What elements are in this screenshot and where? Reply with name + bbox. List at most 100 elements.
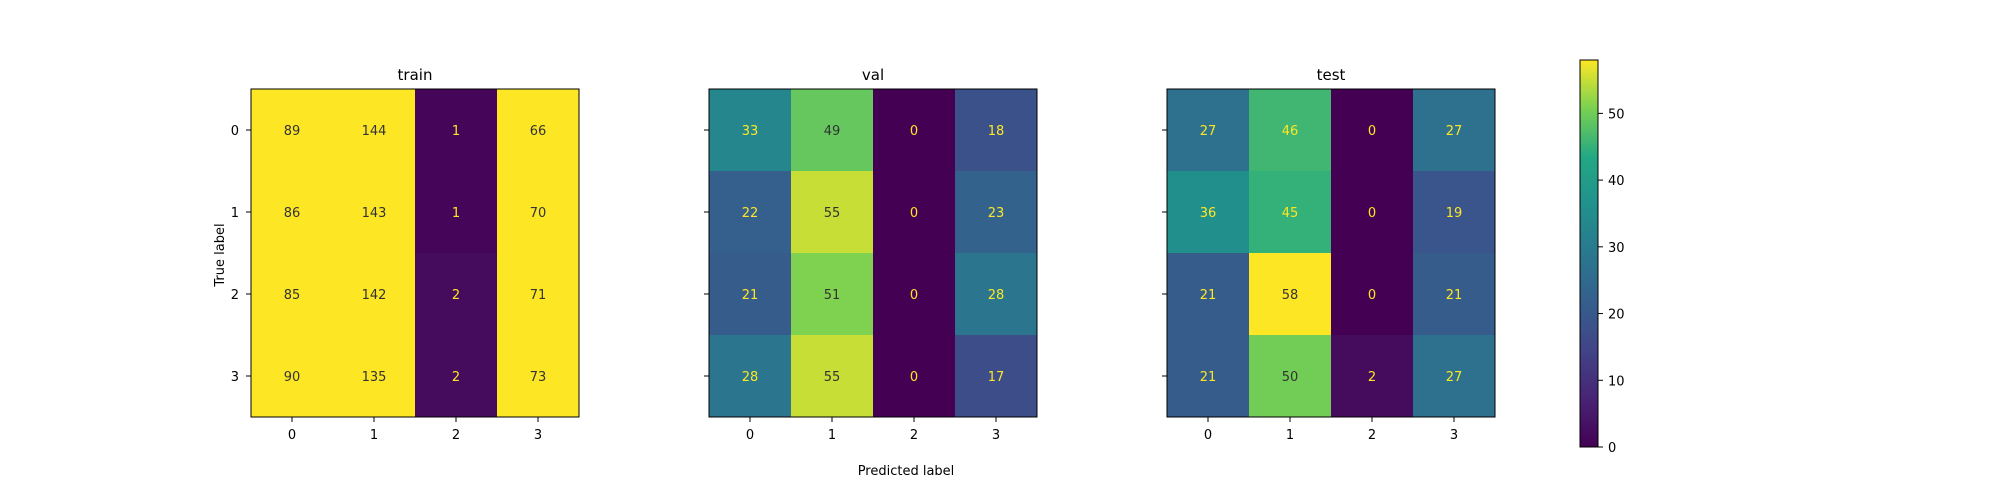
matrix-cell: [873, 335, 955, 417]
cell-value-label: 144: [362, 124, 387, 139]
cell-value-label: 142: [362, 288, 387, 303]
cell-value-label: 2: [452, 370, 460, 385]
matrix-cell: [1413, 335, 1495, 417]
matrix-cell: [955, 335, 1037, 417]
cell-value-label: 2: [452, 288, 460, 303]
cell-value-label: 73: [530, 370, 547, 385]
matrix-cell: [251, 171, 333, 253]
matrix-cell: [873, 89, 955, 171]
panel-title-test: test: [1317, 66, 1346, 84]
matrix-cell: [497, 171, 579, 253]
matrix-cell: [1167, 89, 1249, 171]
x-tick-label: 0: [1204, 428, 1212, 443]
matrix-cell: [709, 253, 791, 335]
cell-value-label: 0: [910, 206, 918, 221]
cell-value-label: 70: [530, 206, 547, 221]
x-tick-label: 2: [452, 428, 460, 443]
matrix-cell: [709, 335, 791, 417]
matrix-cell: [791, 253, 873, 335]
confusion-matrix-train: train 89 144 1 66 86 143 1 70 85 142 2 71 90 135 2 73 0 1 2…: [231, 66, 580, 443]
matrix-cell: [333, 171, 415, 253]
y-axis-label: True label: [213, 223, 228, 287]
panel-frame: [1166, 88, 1496, 418]
matrix-cell: [955, 253, 1037, 335]
matrix-cell: [1249, 335, 1331, 417]
matrix-cell: [1331, 335, 1413, 417]
matrix-cell: [333, 335, 415, 417]
matrix-cell: [415, 253, 497, 335]
x-tick-label: 1: [1286, 428, 1294, 443]
cell-value-label: 0: [910, 124, 918, 139]
cell-value-label: 36: [1200, 206, 1217, 221]
panel-title-val: val: [862, 66, 884, 84]
matrix-cell: [873, 253, 955, 335]
cell-value-label: 90: [284, 370, 301, 385]
y-tick-label: 3: [231, 370, 239, 385]
cell-value-label: 71: [530, 288, 547, 303]
cell-value-label: 23: [988, 206, 1005, 221]
cell-value-label: 27: [1200, 124, 1217, 139]
matrix-cell: [1249, 89, 1331, 171]
matrix-cell: [709, 89, 791, 171]
cell-value-label: 1: [452, 206, 460, 221]
colorbar-tick-label: 30: [1608, 241, 1625, 256]
x-tick-label: 2: [1368, 428, 1376, 443]
cell-value-label: 21: [1200, 370, 1217, 385]
cell-value-label: 28: [988, 288, 1005, 303]
colorbar-tick-label: 40: [1608, 174, 1625, 189]
matrix-cell: [251, 253, 333, 335]
x-tick-label: 0: [746, 428, 754, 443]
cell-value-label: 21: [1446, 288, 1463, 303]
matrix-cell: [791, 171, 873, 253]
matrix-cell: [1413, 253, 1495, 335]
x-tick-label: 3: [534, 428, 542, 443]
matrix-cell: [1413, 171, 1495, 253]
matrix-cell: [1249, 253, 1331, 335]
cell-value-label: 89: [284, 124, 301, 139]
cell-value-label: 0: [1368, 288, 1376, 303]
matrix-cell: [497, 335, 579, 417]
cell-value-label: 58: [1282, 288, 1299, 303]
matrix-cell: [497, 89, 579, 171]
matrix-cell: [1167, 253, 1249, 335]
cell-value-label: 85: [284, 288, 301, 303]
y-tick-label: 0: [231, 124, 239, 139]
matrix-cell: [251, 89, 333, 171]
colorbar: 0 10 20 30 40 50: [1579, 59, 1625, 456]
matrix-cell: [873, 171, 955, 253]
matrix-cell: [333, 89, 415, 171]
matrix-cell: [791, 89, 873, 171]
cell-value-label: 33: [742, 124, 759, 139]
x-tick-label: 3: [1450, 428, 1458, 443]
matrix-cell: [1167, 171, 1249, 253]
confusion-matrix-test: test 27 46 0 27 36 45 0 19 21 58 0 21 21 50 2 27 0 1 2 3: [1162, 66, 1496, 443]
cell-value-label: 135: [362, 370, 387, 385]
x-tick-label: 1: [828, 428, 836, 443]
x-axis-label: Predicted label: [858, 464, 955, 479]
x-tick-label: 1: [370, 428, 378, 443]
cell-value-label: 45: [1282, 206, 1299, 221]
cell-value-label: 21: [1200, 288, 1217, 303]
cell-value-label: 0: [1368, 124, 1376, 139]
cell-value-label: 50: [1282, 370, 1299, 385]
colorbar-tick-label: 0: [1608, 441, 1616, 456]
cell-value-label: 49: [824, 124, 841, 139]
y-tick-label: 2: [231, 288, 239, 303]
panel-frame: [250, 88, 580, 418]
cell-value-label: 27: [1446, 124, 1463, 139]
x-tick-label: 2: [910, 428, 918, 443]
cell-value-label: 51: [824, 288, 841, 303]
cell-value-label: 86: [284, 206, 301, 221]
matrix-cell: [251, 335, 333, 417]
x-tick-label: 3: [992, 428, 1000, 443]
matrix-cell: [415, 335, 497, 417]
matrix-cell: [1167, 335, 1249, 417]
cell-value-label: 0: [910, 288, 918, 303]
matrix-cell: [709, 171, 791, 253]
matrix-cell: [333, 253, 415, 335]
panel-frame: [708, 88, 1038, 418]
cell-value-label: 17: [988, 370, 1005, 385]
matrix-cell: [955, 89, 1037, 171]
matrix-cell: [1413, 89, 1495, 171]
